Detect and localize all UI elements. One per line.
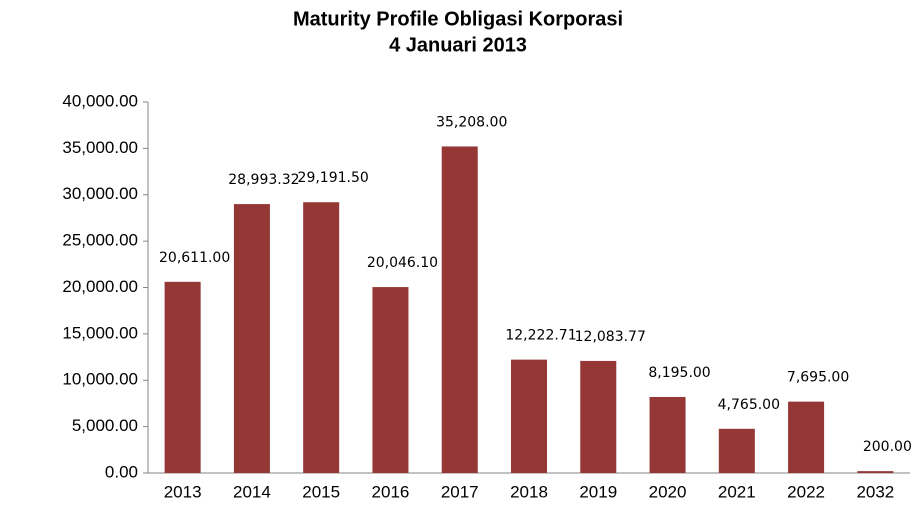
chart-subtitle: 4 Januari 2013 [389,34,527,56]
x-tick-label: 2016 [372,482,410,501]
bar [303,202,340,473]
x-tick-label: 2014 [233,482,271,501]
x-tick-label: 2020 [649,482,687,501]
bar [164,281,201,473]
x-tick-label: 2021 [718,482,756,501]
bar [233,204,270,473]
y-tick-label: 20,000.00 [62,277,138,296]
x-tick-label: 2015 [302,482,340,501]
data-label: 12,083.77 [575,329,646,345]
y-tick-label: 15,000.00 [62,323,138,342]
data-label: 200.00 [863,439,912,455]
y-tick-label: 25,000.00 [62,231,138,250]
bar [788,401,825,473]
y-tick-label: 10,000.00 [62,370,138,389]
x-tick-label: 2019 [579,482,617,501]
bar [857,471,894,473]
y-tick-label: 0.00 [105,462,138,481]
y-tick-label: 5,000.00 [72,416,138,435]
bar [580,360,617,473]
data-label: 20,046.10 [367,255,438,271]
bar [718,428,755,473]
y-tick-label: 30,000.00 [62,184,138,203]
data-label: 12,222.71 [505,328,576,344]
data-label: 7,695.00 [787,370,849,386]
x-tick-label: 2018 [510,482,548,501]
data-label: 35,208.00 [436,114,507,130]
bar [510,359,548,473]
data-label: 28,993.32 [228,172,299,188]
y-tick-label: 40,000.00 [62,91,138,110]
bar [649,396,686,473]
data-label: 29,191.50 [298,170,369,186]
x-tick-label: 2017 [441,482,479,501]
data-label: 8,195.00 [648,365,710,381]
x-tick-label: 2022 [787,482,825,501]
data-label: 4,765.00 [718,397,780,413]
bar [372,287,409,473]
x-tick-label: 2013 [164,482,202,501]
bar [441,146,478,473]
x-tick-label: 2032 [856,482,894,501]
chart-title: Maturity Profile Obligasi Korporasi [293,8,623,30]
data-label: 20,611.00 [159,250,230,266]
y-tick-label: 35,000.00 [62,138,138,157]
